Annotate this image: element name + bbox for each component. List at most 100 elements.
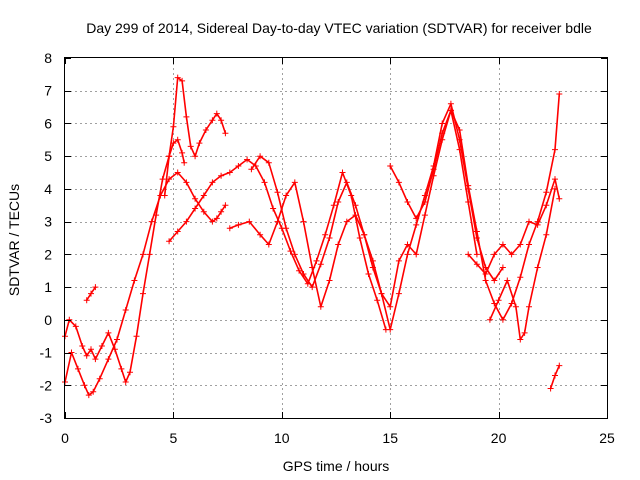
y-tick-label: 7 bbox=[44, 83, 52, 99]
series-track-1 bbox=[62, 169, 229, 399]
data-point bbox=[174, 74, 181, 81]
data-point bbox=[552, 176, 558, 183]
data-point bbox=[72, 323, 79, 330]
y-tick-label: -2 bbox=[40, 377, 53, 393]
y-tick-label: 1 bbox=[44, 279, 52, 295]
x-tick-label: 5 bbox=[170, 430, 178, 446]
data-point bbox=[226, 169, 233, 176]
data-point bbox=[166, 153, 173, 160]
data-point bbox=[556, 195, 563, 202]
data-point bbox=[235, 163, 242, 169]
data-point bbox=[430, 166, 437, 173]
data-point bbox=[491, 251, 498, 258]
data-point bbox=[265, 241, 272, 248]
data-point bbox=[148, 218, 155, 225]
data-point bbox=[265, 159, 272, 166]
data-point bbox=[209, 218, 216, 225]
data-point bbox=[296, 267, 303, 274]
data-point bbox=[83, 352, 90, 359]
data-point bbox=[361, 231, 368, 238]
data-point bbox=[131, 277, 138, 284]
data-point bbox=[552, 185, 558, 192]
data-point bbox=[88, 346, 94, 353]
data-point bbox=[521, 329, 528, 336]
data-point bbox=[526, 303, 532, 310]
data-point bbox=[181, 159, 188, 166]
data-point bbox=[122, 307, 129, 313]
data-point bbox=[122, 379, 129, 385]
series-track-7 bbox=[248, 100, 506, 333]
series-track-9 bbox=[465, 176, 563, 277]
data-point bbox=[352, 212, 359, 219]
series-line bbox=[163, 76, 227, 197]
data-point bbox=[395, 290, 402, 297]
data-point bbox=[534, 264, 541, 271]
data-point bbox=[291, 251, 298, 258]
data-point bbox=[174, 228, 181, 235]
data-point bbox=[482, 277, 489, 284]
data-point bbox=[222, 130, 229, 137]
data-point bbox=[174, 169, 181, 176]
data-point bbox=[209, 179, 216, 186]
y-axis-label: SDTVAR / TECUs bbox=[6, 184, 22, 296]
data-point bbox=[352, 202, 359, 209]
series-track-6 bbox=[226, 107, 480, 310]
data-point bbox=[92, 284, 99, 291]
data-point bbox=[378, 290, 385, 297]
data-point bbox=[270, 205, 277, 212]
data-point bbox=[183, 179, 190, 186]
data-point bbox=[170, 123, 177, 130]
data-point bbox=[456, 127, 463, 133]
data-point bbox=[317, 261, 324, 268]
data-point bbox=[543, 189, 550, 196]
data-point bbox=[291, 179, 298, 186]
y-tick-label: 0 bbox=[44, 312, 52, 328]
data-point bbox=[473, 251, 480, 258]
x-tick-label: 15 bbox=[382, 430, 398, 446]
data-point bbox=[543, 202, 550, 209]
data-point bbox=[404, 251, 411, 258]
data-point bbox=[68, 349, 75, 356]
data-point bbox=[517, 274, 524, 281]
data-point bbox=[200, 192, 207, 199]
y-tick-label: -3 bbox=[40, 410, 53, 426]
series-layer bbox=[62, 74, 563, 399]
data-point bbox=[343, 179, 350, 186]
x-tick-label: 10 bbox=[274, 430, 290, 446]
data-point bbox=[202, 127, 209, 133]
data-point bbox=[79, 343, 86, 349]
data-point bbox=[473, 261, 480, 268]
data-point bbox=[413, 221, 420, 228]
data-point bbox=[179, 77, 186, 84]
x-tick-labels: 0 5 10 15 20 25 bbox=[61, 430, 615, 446]
data-point bbox=[213, 215, 220, 222]
data-point bbox=[439, 120, 446, 127]
data-point bbox=[183, 218, 190, 225]
data-point bbox=[98, 343, 105, 349]
data-point bbox=[395, 179, 402, 186]
y-tick-label: 8 bbox=[44, 50, 52, 66]
data-point bbox=[257, 153, 264, 160]
data-point bbox=[495, 297, 502, 304]
data-point bbox=[218, 208, 225, 215]
data-point bbox=[326, 235, 333, 241]
data-point bbox=[192, 205, 199, 212]
y-tick-labels: -3 -2 -1 0 1 2 3 4 5 6 7 8 bbox=[40, 50, 53, 426]
data-point bbox=[274, 189, 281, 196]
data-point bbox=[556, 91, 563, 97]
data-point bbox=[90, 388, 97, 395]
data-point bbox=[140, 290, 146, 297]
series-line bbox=[467, 178, 561, 275]
data-point bbox=[556, 362, 563, 369]
data-point bbox=[192, 195, 199, 202]
x-axis-label: GPS time / hours bbox=[283, 458, 390, 474]
data-point bbox=[187, 143, 194, 150]
data-point bbox=[343, 218, 350, 225]
data-point bbox=[133, 333, 140, 340]
data-point bbox=[526, 218, 532, 225]
data-point bbox=[439, 130, 446, 137]
data-point bbox=[283, 225, 290, 232]
y-tick-label: 3 bbox=[44, 214, 52, 230]
ticks bbox=[65, 58, 608, 419]
